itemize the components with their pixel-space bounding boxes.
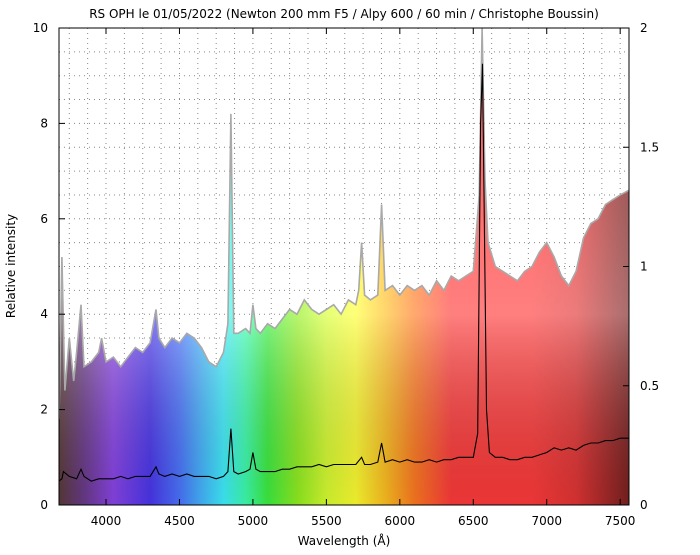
y-left-tick-label: 10 bbox=[33, 21, 48, 35]
y-right-tick-label: 1 bbox=[640, 260, 648, 274]
y-left-tick-label: 4 bbox=[40, 307, 48, 321]
x-tick-label: 7000 bbox=[531, 514, 562, 528]
y-left-tick-label: 8 bbox=[40, 116, 48, 130]
y-left-tick-label: 2 bbox=[40, 403, 48, 417]
x-tick-label: 5500 bbox=[311, 514, 342, 528]
series-black-line bbox=[59, 63, 629, 482]
y-right-tick-label: 0.5 bbox=[640, 379, 659, 393]
x-axis-label: Wavelength (Å) bbox=[298, 533, 391, 548]
x-tick-label: 4500 bbox=[164, 514, 195, 528]
chart-title: RS OPH le 01/05/2022 (Newton 200 mm F5 /… bbox=[89, 7, 599, 21]
x-tick-label: 4000 bbox=[91, 514, 122, 528]
y-right-tick-label: 2 bbox=[640, 21, 648, 35]
y-right-tick-label: 0 bbox=[640, 498, 648, 512]
x-tick-label: 6500 bbox=[458, 514, 489, 528]
x-tick-label: 6000 bbox=[385, 514, 416, 528]
series-gray-line bbox=[59, 28, 629, 420]
x-tick-label: 7500 bbox=[605, 514, 636, 528]
x-tick-label: 5000 bbox=[238, 514, 269, 528]
y-left-tick-label: 0 bbox=[40, 498, 48, 512]
y-right-tick-label: 1.5 bbox=[640, 140, 659, 154]
series-layer bbox=[59, 28, 629, 482]
y-axis-label: Relative intensity bbox=[4, 214, 18, 318]
y-left-tick-label: 6 bbox=[40, 212, 48, 226]
axis-ticks: 4000 4500 5000 5500 6000 6500 7000 750002468100… bbox=[33, 21, 659, 528]
